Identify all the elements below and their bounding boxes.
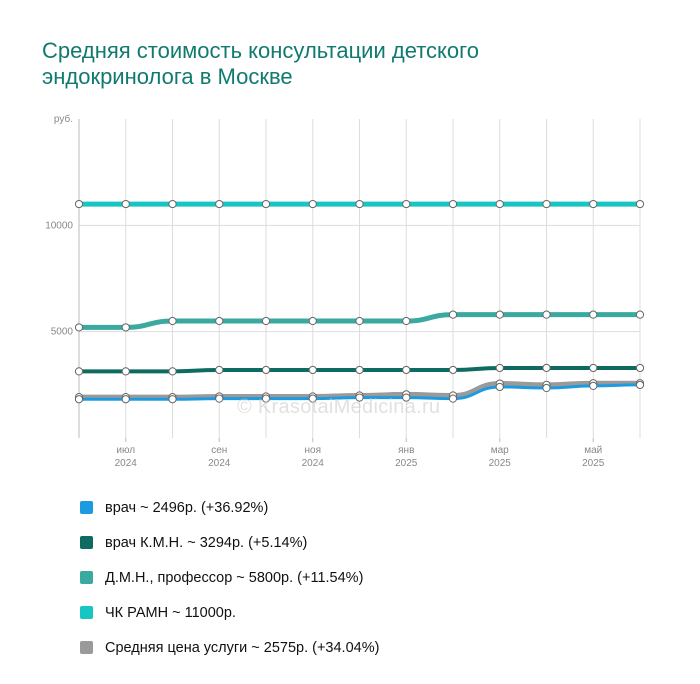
data-point-series-1 [589, 310, 598, 319]
x-tick-label-year: 2025 [489, 458, 512, 469]
data-point-series-2 [261, 365, 271, 375]
data-point-series-0 [74, 199, 84, 209]
data-point-series-2 [121, 367, 130, 376]
legend-swatch-chk-ramn [80, 606, 93, 619]
data-point-series-2 [542, 363, 551, 373]
data-point-series-4 [261, 394, 271, 403]
chart-title-line-1: Средняя стоимость консультации детского [42, 38, 479, 63]
data-point-series-4 [74, 395, 84, 404]
data-point-series-1 [121, 323, 130, 332]
data-point-series-0 [168, 199, 177, 209]
legend-item-vrach-kmn[interactable]: врач К.М.Н. ~ 3294р. (+5.14%) [80, 525, 379, 560]
legend-label-average-price: Средняя цена услуги ~ 2575р. (+34.04%) [105, 639, 380, 656]
watermark: © KrasotaiMedicina.ru [237, 396, 441, 418]
data-point-series-4 [542, 383, 551, 393]
chart-title: Средняя стоимость консультации детского … [42, 38, 642, 90]
data-point-series-2 [589, 363, 598, 373]
legend-item-dmn-professor[interactable]: Д.М.Н., профессор ~ 5800р. (+11.54%) [80, 560, 379, 595]
legend-label-vrach: врач ~ 2496р. (+36.92%) [105, 499, 269, 516]
data-point-series-2 [635, 363, 645, 373]
data-point-series-4 [635, 380, 645, 390]
data-point-series-2 [495, 363, 504, 373]
data-point-series-2 [355, 365, 364, 375]
data-point-series-0 [215, 199, 224, 209]
legend-swatch-average-price [80, 641, 93, 654]
data-point-series-2 [215, 365, 224, 375]
data-point-series-4 [121, 395, 130, 404]
x-tick-label-month: июл [116, 445, 135, 456]
data-point-series-1 [635, 310, 645, 319]
data-point-series-1 [542, 310, 551, 319]
data-point-series-1 [402, 316, 411, 326]
data-point-series-4 [308, 394, 317, 403]
data-point-series-0 [261, 199, 271, 209]
y-unit-label: руб. [54, 113, 73, 125]
data-point-series-4 [355, 393, 364, 402]
legend-swatch-vrach-kmn [80, 536, 93, 549]
data-point-series-0 [448, 199, 458, 209]
y-tick-label: 10000 [45, 220, 73, 231]
data-point-series-2 [168, 367, 177, 376]
data-point-series-0 [121, 199, 130, 209]
data-point-series-4 [495, 382, 504, 392]
data-point-series-2 [448, 365, 458, 375]
legend: врач ~ 2496р. (+36.92%) врач К.М.Н. ~ 32… [80, 490, 379, 665]
data-point-series-1 [495, 310, 504, 319]
data-point-series-0 [589, 199, 598, 209]
data-point-series-4 [402, 393, 411, 402]
x-tick-label-year: 2024 [208, 458, 231, 469]
x-tick-label-year: 2024 [115, 458, 138, 469]
legend-label-chk-ramn: ЧК РАМН ~ 11000р. [105, 604, 236, 621]
legend-item-chk-ramn[interactable]: ЧК РАМН ~ 11000р. [80, 595, 379, 630]
legend-swatch-vrach [80, 501, 93, 514]
data-point-series-0 [542, 199, 551, 209]
data-point-series-0 [308, 199, 317, 209]
data-point-series-4 [589, 381, 598, 390]
data-point-series-2 [402, 365, 411, 375]
data-point-series-1 [74, 323, 84, 332]
data-point-series-4 [168, 395, 177, 404]
line-chart: 5000 10000 руб. июл 2024 сен 2024 ноя 2024 янв 202… [45, 113, 645, 469]
y-tick-label: 5000 [51, 327, 74, 338]
data-point-series-2 [308, 365, 317, 375]
data-point-series-1 [168, 316, 177, 326]
data-point-series-4 [448, 394, 458, 403]
legend-item-vrach[interactable]: врач ~ 2496р. (+36.92%) [80, 490, 379, 525]
data-point-series-1 [355, 316, 364, 326]
legend-item-average-price[interactable]: Средняя цена услуги ~ 2575р. (+34.04%) [80, 630, 379, 665]
data-point-series-4 [215, 394, 224, 403]
legend-label-vrach-kmn: врач К.М.Н. ~ 3294р. (+5.14%) [105, 534, 308, 551]
x-tick-label-month: май [584, 445, 602, 456]
x-tick-label-month: мар [491, 445, 509, 456]
data-point-series-0 [355, 199, 364, 209]
data-point-series-0 [402, 199, 411, 209]
data-point-series-1 [261, 316, 271, 326]
x-tick-label-month: янв [398, 445, 414, 456]
x-tick-label-month: сен [211, 445, 227, 456]
chart-title-line-2: эндокринолога в Москве [42, 64, 293, 89]
x-tick-label-month: ноя [305, 445, 322, 456]
x-tick-label-year: 2025 [395, 458, 418, 469]
data-point-series-0 [495, 199, 504, 209]
data-point-series-2 [74, 367, 84, 376]
data-point-series-0 [635, 199, 645, 209]
legend-label-dmn-professor: Д.М.Н., профессор ~ 5800р. (+11.54%) [105, 569, 364, 586]
data-point-series-1 [308, 316, 317, 326]
data-point-series-1 [448, 310, 458, 319]
data-point-series-1 [215, 316, 224, 326]
x-tick-label-year: 2024 [302, 458, 325, 469]
x-tick-label-year: 2025 [582, 458, 605, 469]
legend-swatch-dmn-professor [80, 571, 93, 584]
